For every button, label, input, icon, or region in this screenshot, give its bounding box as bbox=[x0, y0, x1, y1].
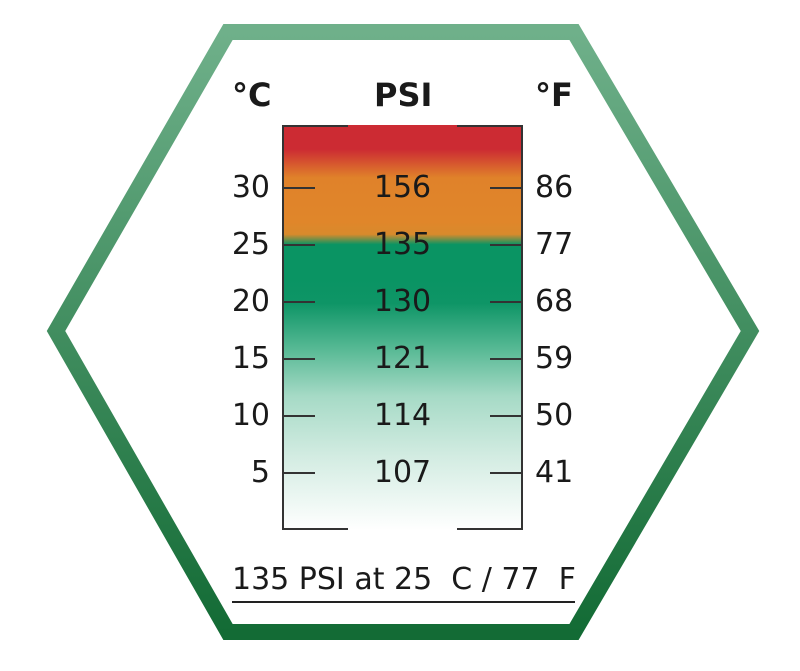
tick-right bbox=[490, 187, 523, 189]
bar-bottom-cap-left bbox=[282, 528, 348, 530]
tick-right bbox=[490, 244, 523, 246]
tick-right bbox=[490, 415, 523, 417]
tick-right bbox=[490, 358, 523, 360]
fahrenheit-value: 86 bbox=[535, 170, 574, 205]
tick-left bbox=[282, 472, 315, 474]
scale-row: 25 135 77 bbox=[0, 225, 800, 265]
scale-row: 10 114 50 bbox=[0, 396, 800, 436]
footer-underline bbox=[232, 601, 575, 603]
celsius-value: 30 bbox=[231, 170, 270, 205]
scale-row: 20 130 68 bbox=[0, 282, 800, 322]
tick-left bbox=[282, 244, 315, 246]
tick-left bbox=[282, 358, 315, 360]
celsius-value: 20 bbox=[231, 284, 270, 319]
tick-right bbox=[490, 472, 523, 474]
scale-row: 30 156 86 bbox=[0, 168, 800, 208]
psi-value: 114 bbox=[373, 398, 432, 433]
psi-value: 135 bbox=[373, 227, 432, 262]
footer-spec: 135 PSI at 25 C / 77 F bbox=[232, 562, 576, 597]
psi-header: PSI bbox=[374, 76, 433, 114]
tick-left bbox=[282, 415, 315, 417]
psi-value: 130 bbox=[373, 284, 432, 319]
tick-right bbox=[490, 301, 523, 303]
psi-value: 121 bbox=[373, 341, 432, 376]
fahrenheit-value: 68 bbox=[535, 284, 574, 319]
psi-value: 156 bbox=[373, 170, 432, 205]
celsius-header: °C bbox=[232, 76, 272, 114]
bar-top-cap-right bbox=[457, 125, 523, 127]
fahrenheit-value: 41 bbox=[535, 455, 574, 490]
psi-value: 107 bbox=[373, 455, 432, 490]
bar-top-cap-left bbox=[282, 125, 348, 127]
tick-left bbox=[282, 301, 315, 303]
celsius-value: 5 bbox=[250, 455, 270, 490]
scale-row: 5 107 41 bbox=[0, 453, 800, 493]
fahrenheit-value: 50 bbox=[535, 398, 574, 433]
fahrenheit-value: 59 bbox=[535, 341, 574, 376]
tick-left bbox=[282, 187, 315, 189]
celsius-value: 15 bbox=[231, 341, 270, 376]
pressure-gradient-bar bbox=[282, 125, 523, 530]
celsius-value: 25 bbox=[231, 227, 270, 262]
fahrenheit-value: 77 bbox=[535, 227, 574, 262]
scale-row: 15 121 59 bbox=[0, 339, 800, 379]
fahrenheit-header: °F bbox=[535, 76, 573, 114]
celsius-value: 10 bbox=[231, 398, 270, 433]
bar-bottom-cap-right bbox=[457, 528, 523, 530]
